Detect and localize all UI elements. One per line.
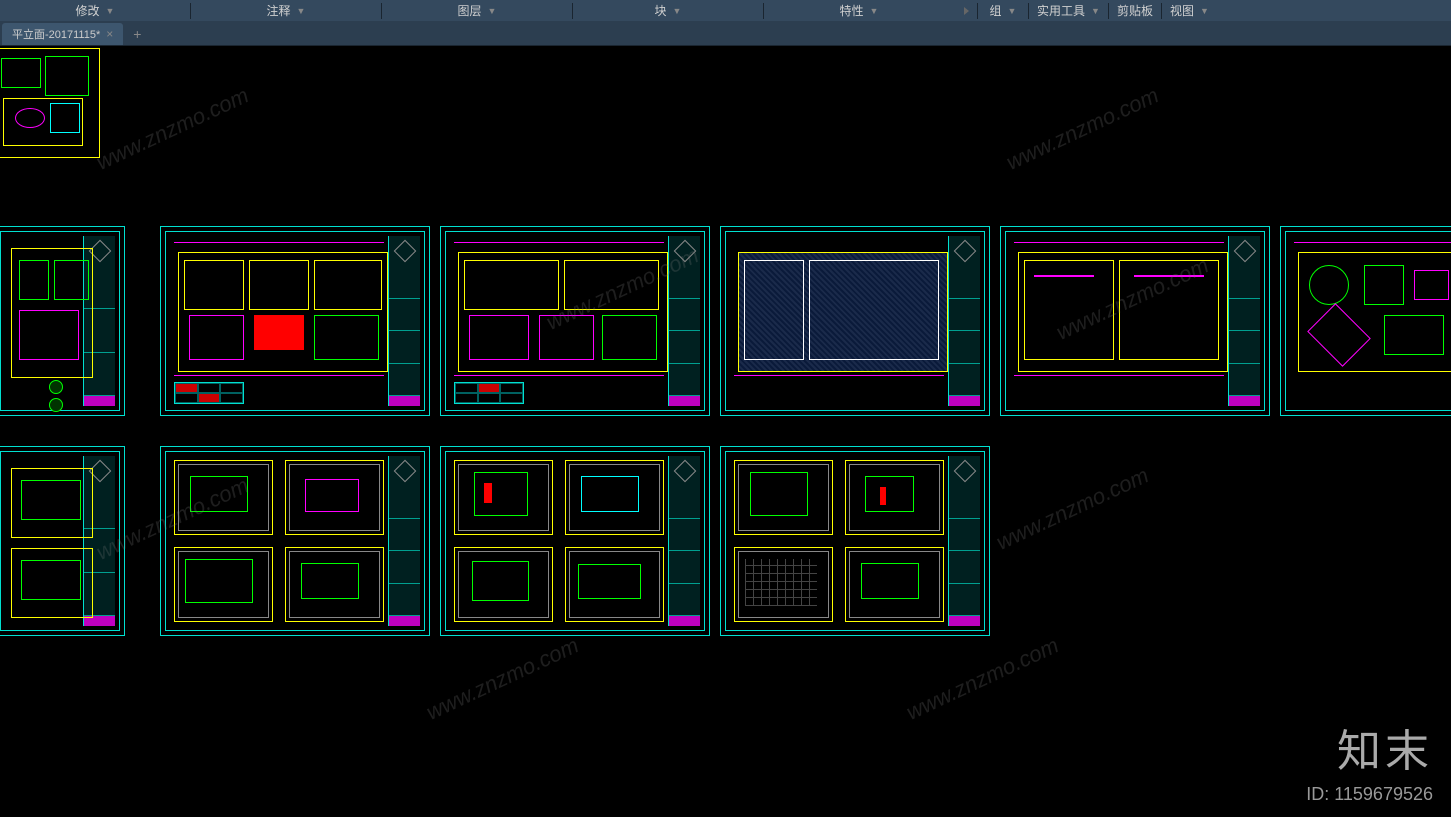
menu-layer[interactable]: 图层 ▼ <box>382 0 572 21</box>
document-tab-bar: 平立面-20171115* × + <box>0 22 1451 46</box>
menu-label: 特性 <box>840 2 864 19</box>
expand-icon[interactable] <box>964 7 969 15</box>
title-block <box>388 456 420 626</box>
menu-label: 修改 <box>76 2 100 19</box>
watermark-text: www.znzmo.com <box>902 632 1063 725</box>
drawing-sheet <box>0 226 125 416</box>
drawing-sheet <box>1000 226 1270 416</box>
menu-label: 图层 <box>458 2 482 19</box>
document-tab-active[interactable]: 平立面-20171115* × <box>2 23 123 45</box>
watermark-text: www.znzmo.com <box>92 82 253 175</box>
title-block <box>668 236 700 406</box>
title-block-logo-icon <box>389 236 420 266</box>
title-block <box>668 456 700 626</box>
chevron-down-icon: ▼ <box>1008 6 1017 16</box>
watermark-text: www.znzmo.com <box>1002 82 1163 175</box>
menu-clipboard[interactable]: 剪贴板 <box>1109 0 1161 21</box>
chevron-down-icon: ▼ <box>488 6 497 16</box>
menu-label: 组 <box>990 2 1002 19</box>
title-block <box>388 236 420 406</box>
menu-utilities[interactable]: 实用工具 ▼ <box>1029 0 1108 21</box>
image-id-label: ID: 1159679526 <box>1306 784 1433 805</box>
brand-watermark: 知末 <box>1337 715 1433 779</box>
title-block <box>948 456 980 626</box>
title-block-logo-icon <box>949 456 980 486</box>
drawing-sheet <box>720 226 990 416</box>
watermark-text: www.znzmo.com <box>422 632 583 725</box>
menu-group[interactable]: 组▼ <box>978 0 1028 21</box>
sheet-legend <box>174 382 244 404</box>
title-block-logo-icon <box>949 236 980 266</box>
menu-view[interactable]: 视图 ▼ <box>1162 0 1217 21</box>
menu-label: 块 <box>655 2 667 19</box>
menu-label: 注释 <box>267 2 291 19</box>
menu-label: 实用工具 <box>1037 2 1085 19</box>
sheet-legend <box>454 382 524 404</box>
menu-modify[interactable]: 修改 ▼ <box>0 0 190 21</box>
chevron-down-icon: ▼ <box>297 6 306 16</box>
close-icon[interactable]: × <box>106 27 113 41</box>
menu-block[interactable]: 块▼ <box>573 0 763 21</box>
menu-annotate[interactable]: 注释 ▼ <box>191 0 381 21</box>
watermark-text: www.znzmo.com <box>992 462 1153 555</box>
drawing-sheet-partial-top <box>0 48 100 158</box>
ribbon-menu-bar: 修改▼ 注释▼ 图层▼ 块▼ 特性▼ 组▼ 实用工具▼ 剪贴板 视图▼ <box>0 0 1451 22</box>
menu-label: 视图 <box>1170 2 1194 19</box>
chevron-down-icon: ▼ <box>106 6 115 16</box>
drawing-sheet-elevation <box>440 446 710 636</box>
drawing-sheet-partial <box>1280 226 1451 416</box>
drawing-sheet <box>440 226 710 416</box>
title-block <box>948 236 980 406</box>
chevron-down-icon: ▼ <box>870 6 879 16</box>
title-block <box>1228 236 1260 406</box>
drawing-sheet-elevation <box>160 446 430 636</box>
title-block-logo-icon <box>1229 236 1260 266</box>
title-block-logo-icon <box>389 456 420 486</box>
chevron-down-icon: ▼ <box>1091 6 1100 16</box>
chevron-down-icon: ▼ <box>673 6 682 16</box>
title-block-logo-icon <box>669 236 700 266</box>
menu-label: 剪贴板 <box>1117 2 1153 19</box>
drawing-sheet <box>160 226 430 416</box>
chevron-down-icon: ▼ <box>1200 6 1209 16</box>
menu-properties[interactable]: 特性 ▼ <box>764 0 954 21</box>
new-tab-button[interactable]: + <box>127 25 147 43</box>
title-block-logo-icon <box>669 456 700 486</box>
drawing-sheet-partial <box>0 446 125 636</box>
tab-title: 平立面-20171115* <box>12 26 100 42</box>
drawing-sheet-elevation <box>720 446 990 636</box>
drawing-viewport[interactable]: www.znzmo.com www.znzmo.com www.znzmo.co… <box>0 46 1451 817</box>
